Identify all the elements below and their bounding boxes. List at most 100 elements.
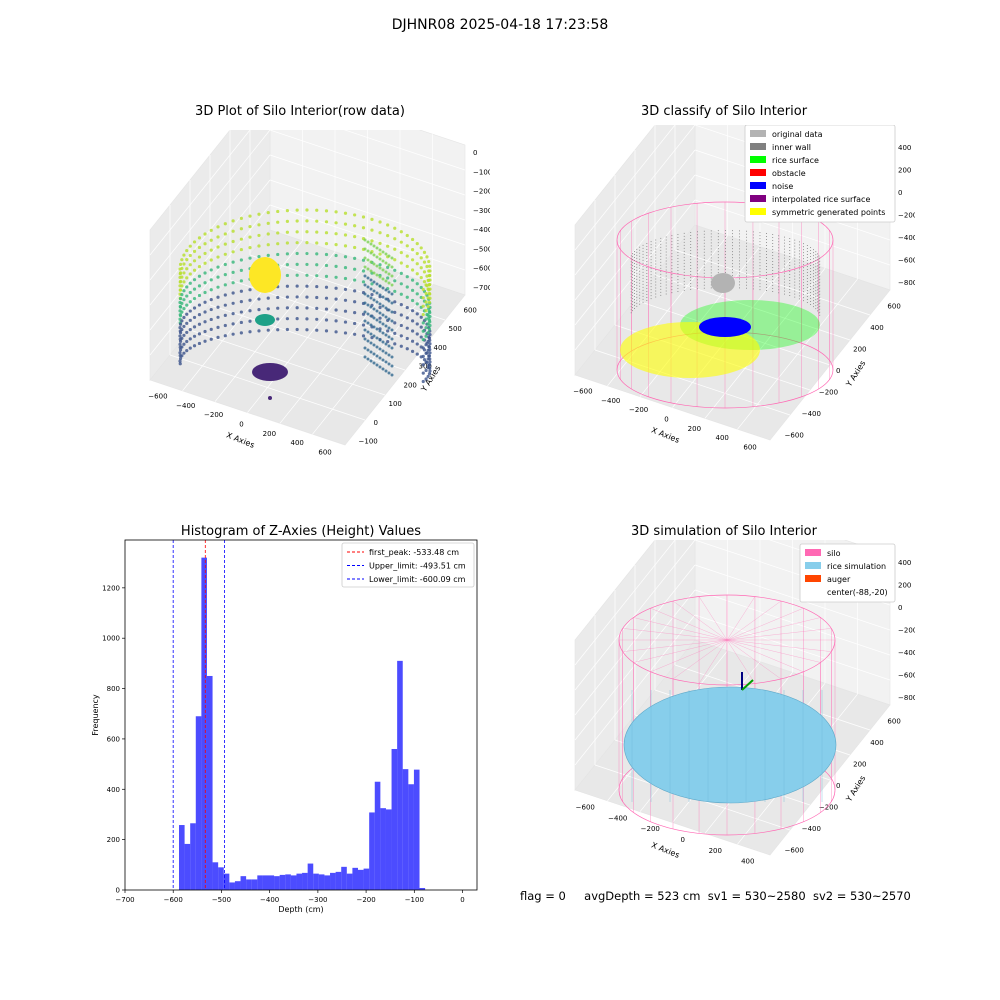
auger-axis — [741, 679, 754, 691]
scatter-point — [425, 255, 429, 259]
scatter-point — [421, 363, 425, 367]
y-tick-label: 400 — [870, 739, 883, 747]
scatter-point — [363, 283, 367, 287]
scatter-point — [324, 307, 329, 311]
legend-label: silo — [827, 549, 841, 558]
z-tick-label: −200 — [898, 212, 915, 220]
scatter-point — [399, 240, 403, 244]
scatter-point — [334, 210, 338, 214]
scatter-point — [203, 339, 207, 343]
histogram-bar — [240, 876, 247, 890]
x-tick-label: 200 — [688, 425, 701, 433]
histogram-bar — [296, 873, 303, 890]
scatter-point — [378, 305, 382, 310]
scatter-point — [405, 233, 409, 238]
scatter-point — [223, 323, 227, 328]
scatter-point — [216, 235, 220, 239]
scatter-point — [178, 271, 183, 275]
scatter-point — [192, 334, 197, 338]
scatter-point — [216, 315, 220, 319]
scatter-point — [387, 362, 391, 366]
scatter-point — [363, 319, 367, 323]
x-tick-label: −200 — [641, 825, 660, 833]
scatter-point — [276, 220, 280, 224]
scatter-point — [295, 327, 299, 332]
scatter-point — [375, 264, 379, 268]
scatter-point — [366, 249, 370, 253]
scatter-point — [428, 360, 432, 364]
scatter-point — [209, 278, 213, 282]
scatter-point — [285, 284, 289, 288]
silo-roof-wire — [726, 639, 756, 684]
histogram-bar — [363, 868, 370, 890]
scatter-point — [192, 259, 197, 263]
scatter-point — [425, 264, 429, 269]
scatter-point — [387, 353, 391, 357]
scatter-point — [399, 334, 403, 338]
scatter-point — [285, 273, 289, 278]
scatter-point — [381, 367, 385, 371]
scatter-point — [378, 284, 382, 288]
scatter-point — [390, 373, 394, 377]
silo-roof-wire — [650, 639, 728, 673]
scatter-point — [231, 301, 235, 305]
histogram-bar — [307, 863, 314, 890]
scatter-point — [188, 253, 192, 258]
scatter-point — [378, 316, 382, 320]
original-data-cluster — [711, 273, 735, 293]
scatter-point — [353, 224, 357, 228]
scatter-point — [223, 242, 227, 246]
scatter-point — [180, 345, 184, 349]
scatter-point — [295, 284, 299, 288]
scatter-point — [426, 339, 430, 344]
scatter-point — [378, 263, 382, 267]
scatter-point — [305, 251, 309, 256]
y-tick-label: 1000 — [102, 635, 120, 643]
scatter-point — [424, 360, 428, 364]
scatter-point — [223, 232, 227, 236]
y-tick-label: 0 — [836, 782, 840, 790]
scatter-point — [188, 346, 192, 350]
scatter-point — [370, 239, 374, 243]
scatter-point — [185, 312, 189, 316]
scatter-point — [188, 263, 192, 267]
scatter-point — [378, 266, 382, 270]
scatter-point — [231, 260, 235, 264]
classify-plot-title: 3D classify of Silo Interior — [640, 104, 808, 119]
scatter-point — [315, 274, 319, 278]
scatter-point — [390, 283, 394, 287]
scatter-point — [268, 396, 272, 400]
scatter-point — [372, 280, 376, 284]
scatter-point — [415, 322, 419, 326]
scatter-point — [393, 237, 397, 241]
scatter-point — [203, 281, 207, 285]
histogram-bar — [385, 809, 392, 890]
legend-swatch — [750, 195, 766, 202]
scatter-point — [427, 259, 431, 264]
scatter-point — [386, 244, 390, 248]
scatter-point — [381, 340, 385, 344]
scatter-point — [334, 275, 338, 279]
histogram-frame — [124, 539, 478, 891]
y-tick-label: 500 — [449, 325, 462, 333]
scatter-point — [399, 250, 403, 255]
scatter-point — [185, 339, 189, 344]
scatter-point — [305, 219, 309, 223]
scatter-point — [393, 300, 397, 304]
scatter-point — [315, 284, 319, 289]
silo-roof-wire — [726, 596, 756, 641]
scatter-point — [422, 270, 427, 274]
scatter-point — [216, 245, 220, 249]
y-tick-label: −200 — [819, 388, 838, 396]
scatter-point — [248, 235, 252, 239]
scatter-point — [324, 220, 329, 224]
scatter-point — [285, 252, 289, 256]
scatter-point — [369, 314, 373, 318]
legend-swatch — [805, 588, 821, 595]
scatter-point — [378, 356, 382, 360]
scatter-point — [384, 351, 388, 355]
silo-roof-wire — [650, 607, 728, 641]
scatter-point — [257, 255, 261, 259]
scatter-point — [361, 226, 366, 230]
scatter-point — [405, 244, 409, 248]
